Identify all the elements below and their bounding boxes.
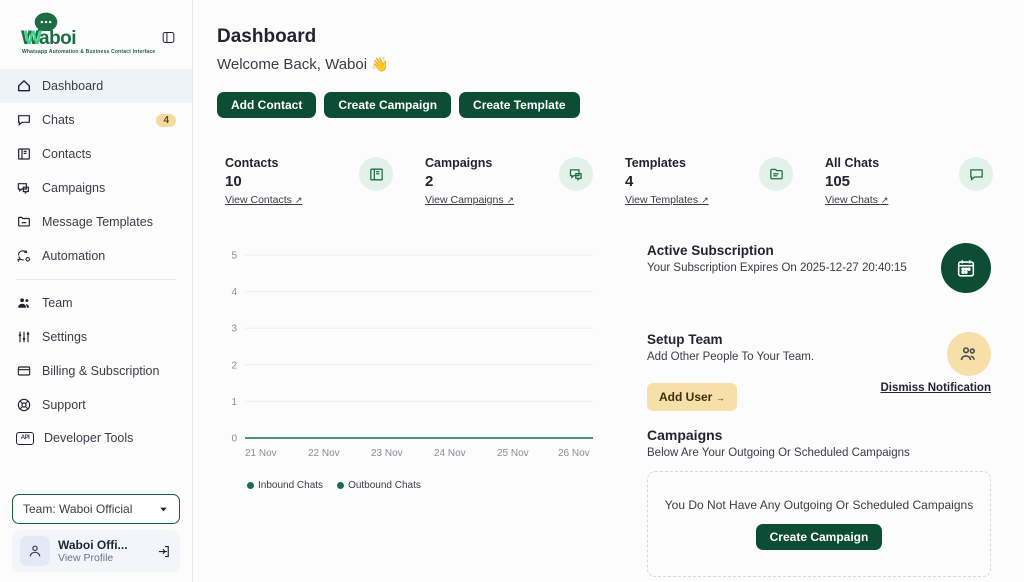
svg-text:21 Nov: 21 Nov <box>245 448 277 459</box>
svg-text:26 Nov: 26 Nov <box>558 448 590 459</box>
svg-text:25 Nov: 25 Nov <box>497 448 529 459</box>
svg-text:3: 3 <box>231 324 237 335</box>
svg-text:1: 1 <box>231 397 237 408</box>
svg-text:4: 4 <box>231 287 237 298</box>
svg-text:23 Nov: 23 Nov <box>371 448 403 459</box>
svg-text:2: 2 <box>231 360 237 371</box>
svg-text:0: 0 <box>231 434 237 445</box>
svg-text:22 Nov: 22 Nov <box>308 448 340 459</box>
svg-text:24 Nov: 24 Nov <box>434 448 466 459</box>
svg-text:5: 5 <box>231 251 237 262</box>
